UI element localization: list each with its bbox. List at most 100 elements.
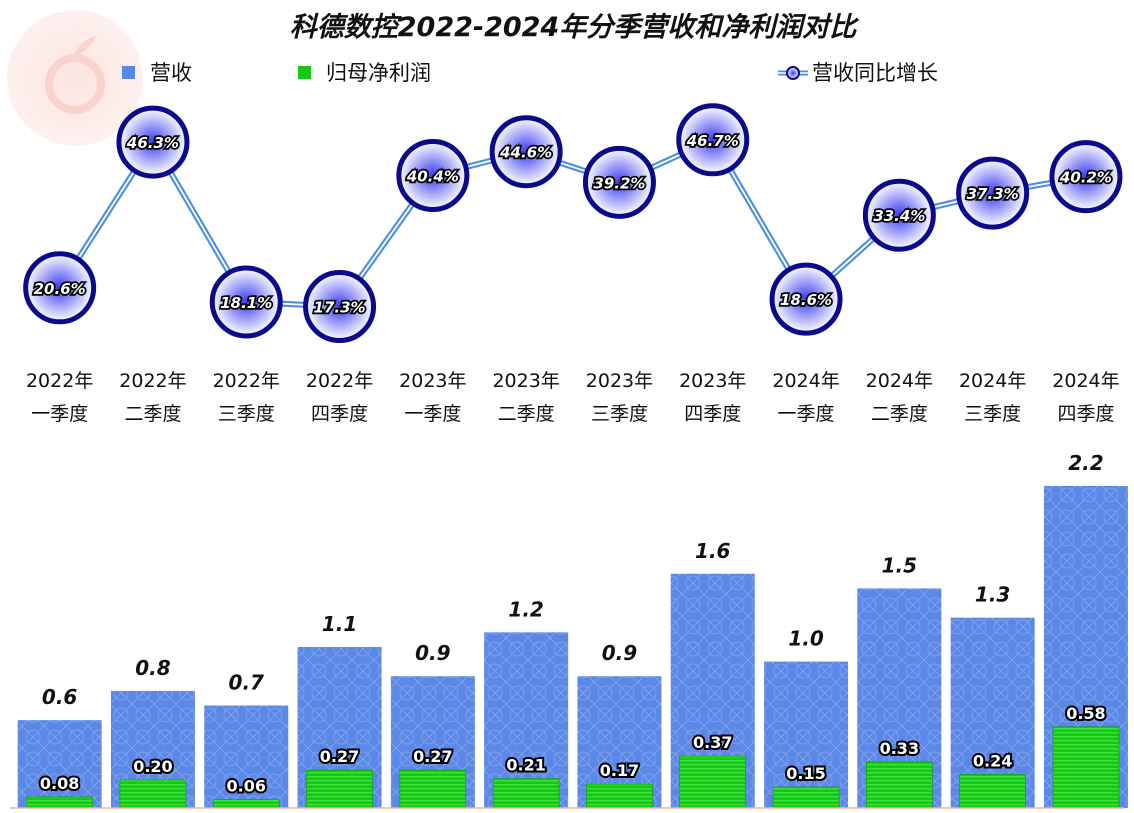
bars-layer: 0.6 0.08 0.8 0.20 0.7 0.06 1.1 0.27 0.9 0.27 1.2 0.… (17, 451, 1128, 809)
net-profit-bar (679, 755, 747, 809)
category-label-year: 2023年 (679, 370, 746, 392)
net-profit-bar (306, 769, 373, 809)
revenue-value-label: 2.2 (1068, 451, 1103, 475)
net-profit-value-label: 0.24 (973, 751, 1012, 770)
category-label-year: 2022年 (119, 370, 186, 392)
category-label-year: 2024年 (1052, 370, 1119, 392)
net-profit-value-label: 0.20 (133, 757, 172, 776)
category-label-quarter: 四季度 (1057, 403, 1114, 425)
revenue-value-label: 0.9 (415, 641, 451, 665)
growth-marker (396, 139, 470, 213)
revenue-value-label: 0.6 (42, 685, 78, 709)
revenue-bar (17, 720, 102, 808)
net-profit-value-label: 0.27 (413, 747, 452, 766)
net-profit-value-label: 0.21 (506, 756, 545, 775)
category-label-quarter: 一季度 (778, 403, 835, 425)
category-label-year: 2022年 (213, 370, 280, 392)
growth-value-label: 18.6% (780, 291, 832, 309)
growth-value-label: 46.3% (126, 134, 179, 152)
net-profit-value-label: 0.37 (693, 733, 732, 752)
growth-marker (769, 262, 843, 336)
net-profit-value-label: 0.15 (786, 764, 825, 783)
category-label-year: 2023年 (586, 370, 653, 392)
legend-label-revenue: 营收 (150, 61, 192, 85)
net-profit-bar (772, 786, 840, 809)
legend-swatch-net-profit (298, 66, 311, 79)
net-profit-value-label: 0.33 (880, 739, 919, 758)
net-profit-value-label: 0.08 (40, 774, 79, 793)
growth-marker (303, 270, 377, 344)
net-profit-bar (1052, 726, 1120, 809)
revenue-value-label: 1.2 (508, 597, 543, 621)
revenue-value-label: 0.9 (602, 641, 638, 665)
growth-value-label: 44.6% (499, 144, 552, 162)
growth-marker (956, 156, 1030, 230)
revenue-value-label: 1.0 (788, 627, 824, 651)
category-label-year: 2024年 (866, 370, 933, 392)
category-label-year: 2023年 (399, 370, 466, 392)
legend: 营收 归母净利润 营收同比增长 (122, 61, 938, 85)
net-profit-bar (959, 774, 1026, 809)
category-label-quarter: 三季度 (591, 403, 648, 425)
legend-label-growth: 营收同比增长 (812, 61, 938, 85)
legend-label-net-profit: 归母净利润 (326, 61, 431, 85)
category-label-quarter: 四季度 (684, 403, 741, 425)
watermark-logo (7, 10, 143, 146)
category-label-year: 2022年 (306, 370, 373, 392)
category-label-quarter: 一季度 (404, 403, 461, 425)
growth-value-label: 40.2% (1059, 169, 1112, 187)
category-label-year: 2024年 (959, 370, 1026, 392)
growth-marker (676, 103, 750, 177)
net-profit-bar (492, 778, 560, 809)
growth-marker (862, 178, 936, 252)
growth-value-label: 46.7% (686, 132, 739, 150)
net-profit-bar (212, 799, 280, 809)
net-profit-value-label: 0.17 (600, 761, 639, 780)
category-label-quarter: 四季度 (311, 403, 368, 425)
revenue-bar (764, 661, 849, 808)
chart-title: 科德数控2022-2024年分季营收和净利润对比 (290, 12, 859, 43)
revenue-value-label: 0.8 (135, 656, 171, 680)
net-profit-bar (586, 783, 653, 809)
growth-marker (582, 145, 656, 219)
net-profit-bar (26, 796, 93, 809)
legend-marker-growth (786, 66, 800, 80)
category-label-year: 2023年 (492, 370, 559, 392)
growth-marker (489, 115, 563, 189)
growth-marker (209, 265, 283, 339)
growth-value-label: 39.2% (593, 174, 645, 192)
revenue-value-label: 1.3 (975, 583, 1010, 607)
legend-swatch-revenue (122, 66, 135, 79)
growth-value-label: 17.3% (314, 299, 366, 317)
growth-value-label: 20.6% (34, 280, 86, 298)
growth-marker (116, 105, 190, 179)
revenue-bar (204, 705, 289, 808)
category-label-year: 2024年 (772, 370, 839, 392)
net-profit-bar (866, 761, 933, 809)
net-profit-bar (119, 779, 187, 809)
category-label-quarter: 三季度 (218, 403, 275, 425)
net-profit-value-label: 0.27 (320, 747, 359, 766)
growth-marker (1049, 140, 1123, 214)
revenue-value-label: 1.1 (322, 612, 357, 636)
net-profit-value-label: 0.06 (227, 777, 266, 796)
growth-value-label: 37.3% (967, 185, 1019, 203)
category-label-quarter: 二季度 (871, 403, 928, 425)
revenue-value-label: 1.6 (695, 539, 731, 563)
category-label-quarter: 一季度 (31, 403, 88, 425)
net-profit-bar (399, 769, 467, 809)
growth-value-label: 33.4% (873, 207, 925, 225)
category-label-quarter: 三季度 (964, 403, 1021, 425)
net-profit-value-label: 0.58 (1066, 704, 1105, 723)
growth-value-label: 40.4% (406, 168, 459, 186)
category-label-quarter: 二季度 (498, 403, 555, 425)
category-label-year: 2022年 (26, 370, 93, 392)
revenue-value-label: 1.5 (882, 553, 917, 577)
revenue-value-label: 0.7 (229, 671, 265, 695)
growth-value-label: 18.1% (220, 294, 272, 312)
growth-line-layer: 20.6% 46.3% 18.1% 17.3% 40.4% 44.6% 39.2% 46.7%… (23, 103, 1123, 344)
growth-marker (23, 251, 97, 325)
